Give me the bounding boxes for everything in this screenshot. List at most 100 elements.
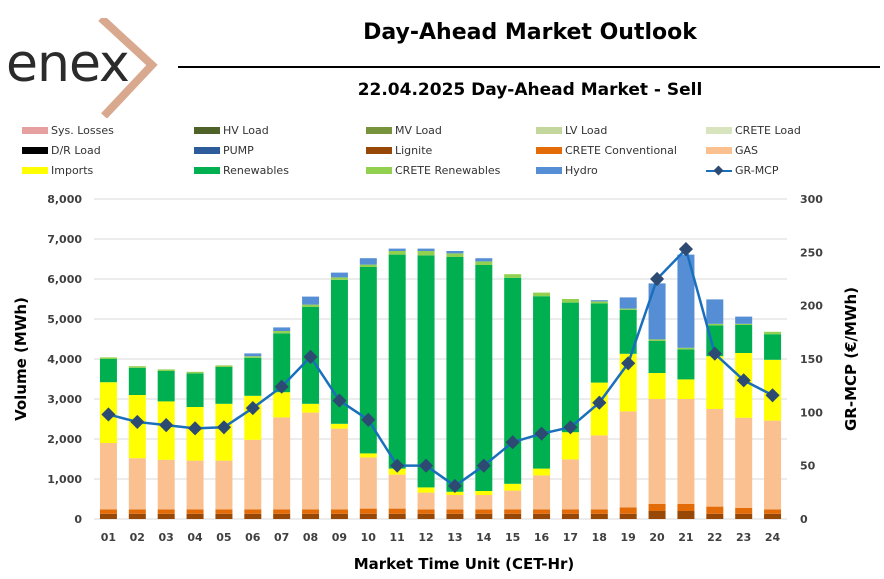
- bar-segment: [504, 277, 522, 484]
- bar-stack: [648, 283, 666, 519]
- bar-segment: [417, 513, 435, 519]
- legend-label: HV Load: [223, 124, 269, 137]
- bar-segment: [648, 511, 666, 519]
- bar-stack: [764, 331, 782, 519]
- x-tick-label: 13: [447, 531, 462, 544]
- bar-segment: [706, 323, 724, 326]
- legend-label: Lignite: [395, 144, 433, 157]
- bar-segment: [533, 509, 551, 514]
- bar-segment: [590, 509, 608, 514]
- legend-swatch: [22, 167, 48, 174]
- bar-stack: [244, 353, 262, 519]
- x-tick-label: 14: [476, 531, 492, 544]
- bar-segment: [359, 267, 377, 454]
- legend-label: PUMP: [223, 144, 254, 157]
- x-tick-label: 01: [101, 531, 116, 544]
- bar-stacks: [99, 248, 782, 519]
- bar-stack: [677, 254, 695, 519]
- bar-segment: [475, 513, 493, 519]
- y2-axis-title: GR-MCP (€/MWh): [842, 287, 860, 431]
- bar-segment: [504, 490, 522, 510]
- bar-segment: [475, 509, 493, 514]
- bar-segment: [706, 513, 724, 519]
- legend-label: Sys. Losses: [51, 124, 114, 137]
- bar-stack: [475, 258, 493, 519]
- legend-label: GR-MCP: [735, 164, 779, 177]
- x-tick-label: 22: [707, 531, 722, 544]
- y2-tick-label: 150: [800, 353, 823, 366]
- gr-mcp-marker: [534, 426, 549, 441]
- bar-segment: [648, 283, 666, 340]
- gr-mcp-marker: [736, 373, 751, 388]
- legend-item: Imports: [22, 164, 93, 177]
- bar-stack: [504, 274, 522, 519]
- legend-swatch: [536, 147, 562, 154]
- x-tick-label: 05: [216, 531, 231, 544]
- x-tick-label: 24: [765, 531, 781, 544]
- bar-stack: [735, 316, 753, 519]
- legend-item: Sys. Losses: [22, 124, 114, 137]
- gr-mcp-marker: [447, 478, 463, 494]
- legend-label: LV Load: [565, 124, 608, 137]
- bar-segment: [244, 356, 262, 358]
- legend-label: CRETE Conventional: [565, 144, 677, 157]
- y-tick-label: 6,000: [47, 273, 82, 286]
- bar-segment: [677, 511, 695, 519]
- x-tick-label: 10: [361, 531, 377, 544]
- bar-segment: [186, 460, 204, 510]
- gr-mcp-marker: [159, 418, 174, 433]
- bar-segment: [417, 251, 435, 256]
- legend-label: CRETE Load: [735, 124, 801, 137]
- bar-segment: [359, 453, 377, 458]
- gr-mcp-marker: [418, 458, 434, 473]
- bar-stack: [215, 365, 233, 519]
- bar-stack: [417, 248, 435, 519]
- bar-segment: [128, 367, 146, 395]
- bar-segment: [99, 443, 117, 510]
- y2-tick-label: 300: [800, 193, 823, 206]
- y2-tick-label: 0: [800, 513, 808, 526]
- bar-segment: [273, 333, 291, 393]
- bar-segment: [215, 367, 233, 404]
- bar-stack: [619, 297, 637, 519]
- y-axis-title: Volume (MWh): [12, 297, 30, 421]
- bar-segment: [359, 513, 377, 519]
- bar-segment: [128, 509, 146, 514]
- gr-mcp-marker: [476, 458, 491, 473]
- bar-stack: [359, 258, 377, 519]
- legend-item: CRETE Load: [706, 124, 801, 137]
- x-tick-label: 21: [678, 531, 693, 544]
- bar-segment: [215, 365, 233, 367]
- x-tick-label: 18: [592, 531, 607, 544]
- bar-segment: [504, 274, 522, 278]
- legend-item: CRETE Conventional: [536, 144, 677, 157]
- legend-swatch: [706, 127, 732, 134]
- legend-item: Renewables: [194, 164, 289, 177]
- legend-swatch: [22, 147, 48, 154]
- y2-tick-label: 100: [800, 406, 823, 419]
- bar-segment: [764, 331, 782, 335]
- bar-segment: [677, 399, 695, 504]
- bar-segment: [157, 509, 175, 514]
- bar-segment: [764, 334, 782, 360]
- bar-segment: [359, 508, 377, 514]
- bar-segment: [417, 255, 435, 488]
- logo-chevron-icon: [98, 18, 158, 118]
- bar-stack: [186, 371, 204, 519]
- bar-segment: [475, 491, 493, 495]
- bar-segment: [128, 513, 146, 519]
- gr-mcp-marker: [649, 271, 665, 287]
- gr-mcp-marker: [361, 412, 376, 427]
- bar-segment: [157, 459, 175, 510]
- bar-segment: [186, 373, 204, 407]
- bar-segment: [561, 509, 579, 514]
- y-tick-label: 4,000: [47, 353, 82, 366]
- x-axis-title: Market Time Unit (CET-Hr): [354, 555, 575, 573]
- gr-mcp-marker: [216, 420, 232, 435]
- bar-stack: [533, 292, 551, 519]
- bar-segment: [244, 513, 262, 519]
- gr-mcp-marker: [707, 346, 722, 361]
- x-tick-label: 02: [130, 531, 145, 544]
- bar-segment: [619, 297, 637, 309]
- bar-segment: [735, 323, 753, 325]
